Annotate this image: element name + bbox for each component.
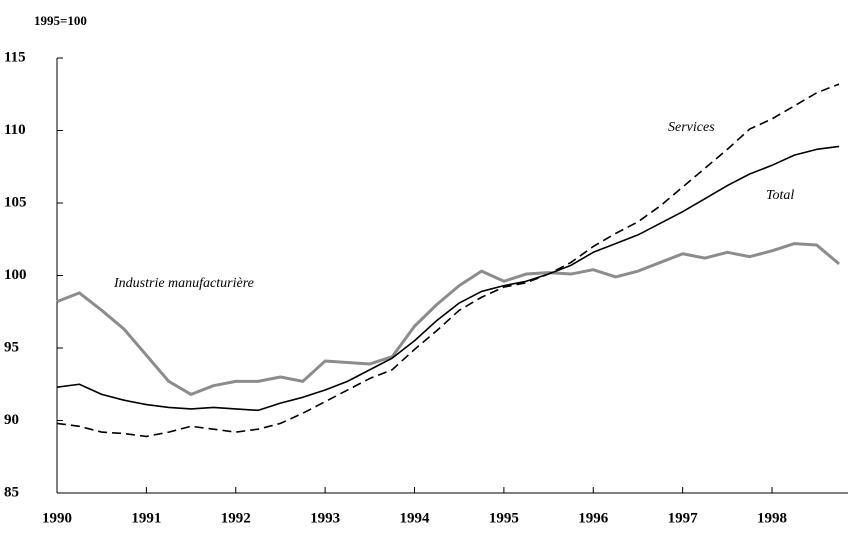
y-tick-label: 115 — [4, 49, 26, 65]
y-tick-label: 110 — [4, 122, 26, 138]
y-tick-label: 90 — [4, 412, 19, 428]
series-label: Services — [668, 120, 715, 135]
y-tick-label: 105 — [4, 194, 27, 210]
x-tick-label: 1991 — [131, 510, 161, 526]
y-tick-label: 100 — [4, 267, 27, 283]
y-tick-label: 85 — [4, 484, 19, 500]
series-label: Total — [766, 188, 794, 203]
x-tick-label: 1994 — [400, 510, 431, 526]
series-line — [56, 242, 841, 396]
y-tick-label: 95 — [4, 339, 19, 355]
series-line — [56, 145, 840, 412]
x-tick-label: 1995 — [489, 510, 519, 526]
y-axis-unit: 1995=100 — [34, 13, 87, 28]
x-tick-label: 1990 — [42, 510, 72, 526]
x-tick-label: 1992 — [221, 510, 251, 526]
x-tick-label: 1993 — [310, 510, 340, 526]
x-tick-label: 1997 — [668, 510, 699, 526]
x-tick-label: 1996 — [578, 510, 609, 526]
series-label: Industrie manufacturière — [113, 276, 254, 291]
x-tick-label: 1998 — [757, 510, 787, 526]
series-line — [56, 83, 840, 438]
